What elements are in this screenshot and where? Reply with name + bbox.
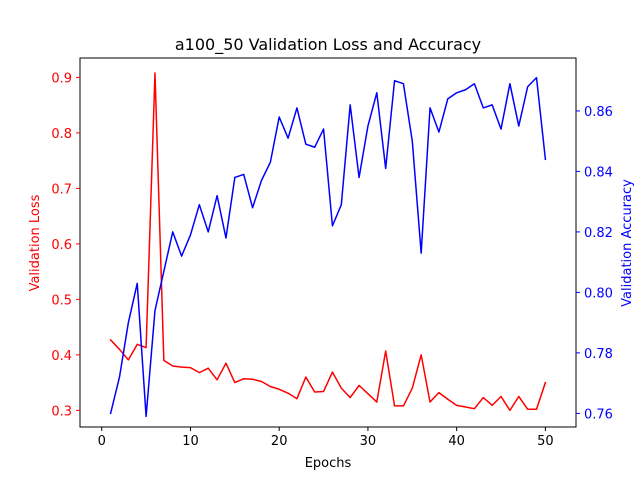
x-axis-label: Epochs xyxy=(305,456,352,471)
x-tick-label: 0 xyxy=(98,434,106,449)
right-y-tick-label: 0.82 xyxy=(584,226,613,241)
x-tick-label: 20 xyxy=(271,434,288,449)
left-y-tick-label: 0.7 xyxy=(51,182,72,197)
x-tick-label: 40 xyxy=(448,434,465,449)
series-line-validation-accuracy xyxy=(109,76,547,418)
left-y-tick-label: 0.4 xyxy=(51,349,72,364)
x-tick-label: 10 xyxy=(182,434,199,449)
left-y-tick-label: 0.8 xyxy=(51,127,72,142)
right-y-tick-label: 0.84 xyxy=(584,165,613,180)
left-y-tick-label: 0.9 xyxy=(51,71,72,86)
left-y-tick-label: 0.3 xyxy=(51,404,72,419)
plot-area: 0 10 20 30 40 50 0.3 0.4 0.5 0.6 0.7 0.8 0.9 0.76 0.78… xyxy=(51,57,613,449)
left-y-axis-label: Validation Loss xyxy=(28,194,43,291)
x-tick-label: 50 xyxy=(537,434,554,449)
right-y-tick-label: 0.78 xyxy=(584,347,613,362)
chart-title: a100_50 Validation Loss and Accuracy xyxy=(175,35,481,55)
plot-frame xyxy=(79,57,577,428)
series-line-validation-loss xyxy=(109,72,547,412)
right-y-axis-label: Validation Accuracy xyxy=(620,179,635,307)
right-y-tick-label: 0.76 xyxy=(584,407,613,422)
right-y-tick-label: 0.86 xyxy=(584,105,613,120)
left-y-tick-label: 0.5 xyxy=(51,293,72,308)
x-tick-label: 30 xyxy=(360,434,377,449)
right-y-tick-label: 0.80 xyxy=(584,286,613,301)
left-y-tick-label: 0.6 xyxy=(51,238,72,253)
